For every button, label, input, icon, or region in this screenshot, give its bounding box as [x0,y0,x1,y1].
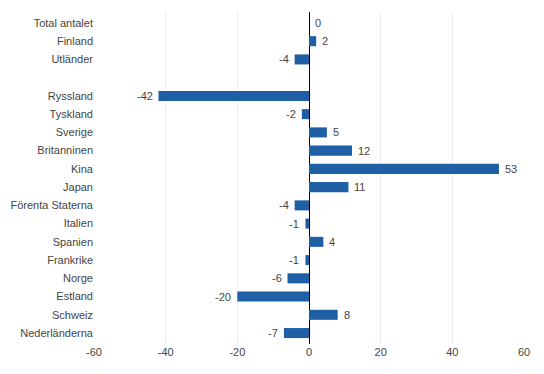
svg-text:-42: -42 [137,90,153,102]
svg-text:0: 0 [306,346,312,358]
svg-text:53: 53 [505,163,517,175]
svg-text:-7: -7 [268,327,278,339]
svg-text:0: 0 [315,17,321,29]
svg-text:-20: -20 [215,291,231,303]
svg-text:Ryssland: Ryssland [48,90,93,102]
svg-text:-6: -6 [272,272,282,284]
svg-text:8: 8 [344,309,350,321]
svg-text:Total antalet: Total antalet [34,17,93,29]
svg-text:Nederländerna: Nederländerna [20,327,94,339]
svg-text:Finland: Finland [57,35,93,47]
svg-text:-4: -4 [279,199,289,211]
svg-text:-40: -40 [158,346,174,358]
svg-text:Utländer: Utländer [51,53,93,65]
svg-text:Estland: Estland [56,290,93,302]
svg-text:60: 60 [518,346,530,358]
svg-text:20: 20 [375,346,387,358]
svg-text:Spanien: Spanien [53,236,93,248]
svg-text:Italien: Italien [64,217,93,229]
svg-text:5: 5 [333,126,339,138]
svg-text:-60: -60 [86,346,102,358]
svg-text:Sverige: Sverige [56,126,93,138]
svg-text:12: 12 [358,145,370,157]
svg-text:Norge: Norge [63,272,93,284]
svg-text:-4: -4 [279,53,289,65]
svg-text:-1: -1 [289,254,299,266]
svg-text:11: 11 [354,181,365,193]
svg-text:4: 4 [329,236,335,248]
svg-text:Schweiz: Schweiz [52,309,93,321]
svg-text:Kina: Kina [71,163,94,175]
svg-text:Tyskland: Tyskland [50,108,93,120]
svg-text:Förenta Staterna: Förenta Staterna [10,199,93,211]
svg-text:-1: -1 [289,218,299,230]
svg-text:Britanninen: Britanninen [37,144,93,156]
svg-text:Japan: Japan [63,181,93,193]
svg-text:2: 2 [322,35,328,47]
svg-text:Frankrike: Frankrike [47,254,93,266]
svg-text:40: 40 [446,346,458,358]
svg-text:-2: -2 [286,108,296,120]
svg-text:-20: -20 [229,346,245,358]
